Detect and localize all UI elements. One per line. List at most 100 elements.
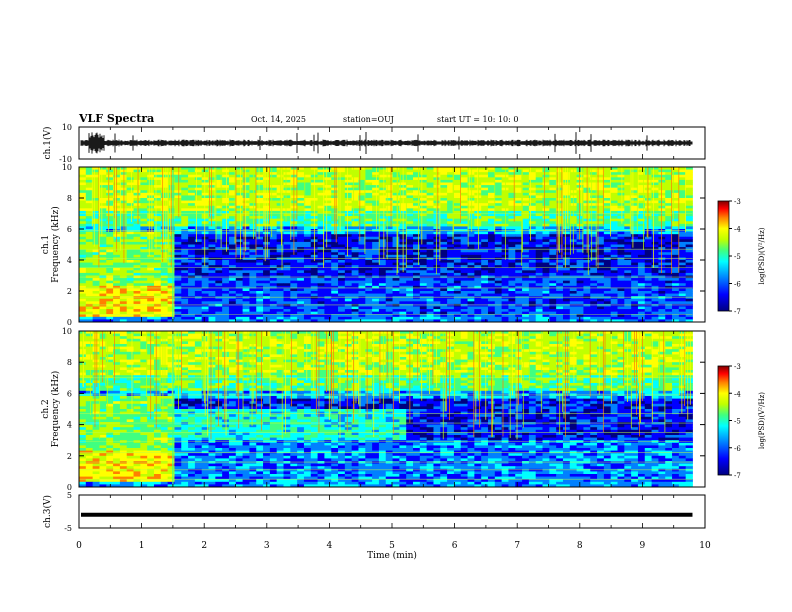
spectrogram-cell <box>113 301 121 305</box>
spectrogram-cell <box>419 198 428 201</box>
spectrogram-cell <box>481 280 489 284</box>
spectrogram-cell <box>147 205 155 209</box>
spectrogram-cell <box>590 216 598 220</box>
spectrogram-cell <box>508 267 516 271</box>
spectrogram-cell <box>228 187 237 191</box>
spectrogram-cell <box>528 169 537 173</box>
spectrogram-cell <box>603 192 612 196</box>
spectrogram-cell <box>685 192 693 196</box>
spectrogram-cell <box>562 231 571 235</box>
spectrogram-cell <box>576 241 584 245</box>
spectrogram-cell <box>181 208 189 212</box>
spectrogram-cell <box>147 226 155 230</box>
spectrogram-cell <box>624 203 632 207</box>
spectrogram-cell <box>215 257 223 261</box>
spectrogram-cell <box>92 174 100 178</box>
spectrogram-cell <box>474 265 482 269</box>
spectrogram-cell <box>338 208 346 212</box>
spectrogram-cell <box>644 278 652 282</box>
spectrogram-cell <box>256 195 264 199</box>
spectrogram-cell <box>508 306 516 310</box>
spectrogram-cell <box>365 280 373 284</box>
spectrogram-cell <box>637 306 646 310</box>
spectrogram-cell <box>487 306 496 310</box>
spectrogram-cell <box>678 298 687 302</box>
spectrogram-cell <box>603 296 612 300</box>
spectrogram-cell <box>297 298 305 302</box>
spectrogram-cell <box>283 231 291 235</box>
spectrogram-cell <box>399 280 407 284</box>
spectrogram-cell <box>126 244 134 248</box>
spectrogram-cell <box>440 247 448 251</box>
spectrogram-cell <box>597 200 605 204</box>
spectrogram-cell <box>481 226 489 230</box>
spectrogram-cell <box>385 296 393 300</box>
spectrogram-cell <box>474 249 482 253</box>
spectrogram-cell <box>569 291 578 294</box>
spectrogram-cell <box>413 296 421 300</box>
spectrogram-cell <box>672 231 680 235</box>
spectrogram-cell <box>433 241 441 245</box>
spectrogram-cell <box>324 210 332 214</box>
spectrogram-cell <box>215 182 223 186</box>
spectrogram-cell <box>562 247 571 251</box>
spectrogram-cell <box>140 298 148 302</box>
spectrogram-cell <box>228 301 237 305</box>
spectrogram-cell <box>467 198 475 201</box>
spectrogram-cell <box>651 221 659 225</box>
spectrogram-cell <box>317 247 325 251</box>
spectrogram-cell <box>344 203 353 207</box>
spectrogram-cell <box>194 303 203 307</box>
spectrogram-cell <box>297 169 305 173</box>
spectrogram-cell <box>494 172 503 176</box>
spectrogram-cell <box>617 249 625 253</box>
spectrogram-cell <box>651 301 659 305</box>
spectrogram-cell <box>92 296 100 300</box>
spectrogram-cell <box>351 254 359 258</box>
spectrogram-cell <box>392 262 400 266</box>
spectrogram-cell <box>119 200 128 204</box>
spectrogram-cell <box>242 216 250 220</box>
spectrogram-cell <box>140 241 148 245</box>
spectrogram-cell <box>413 203 421 207</box>
spectrogram-cell <box>358 247 366 251</box>
spectrogram-cell <box>153 285 162 289</box>
spectrogram-cell <box>174 296 182 300</box>
spectrogram-cell <box>263 303 271 307</box>
spectrogram-cell <box>603 272 612 276</box>
spectrogram-cell <box>515 283 523 287</box>
spectrogram-cell <box>160 272 169 276</box>
spectrogram-cell <box>562 192 571 196</box>
spectrogram-cell <box>99 221 107 225</box>
spectrogram-cell <box>79 272 87 276</box>
spectrogram-cell <box>535 283 543 287</box>
spectrogram-cell <box>222 288 230 292</box>
spectrogram-cell <box>460 213 468 217</box>
spectrogram-cell <box>242 241 250 245</box>
spectrogram-cell <box>637 285 646 289</box>
spectrogram-cell <box>392 296 400 300</box>
spectrogram-cell <box>317 293 325 297</box>
spectrogram-cell <box>467 283 475 287</box>
spectrogram-cell <box>249 301 257 305</box>
spectrogram-cell <box>658 216 666 220</box>
spectrogram-cell <box>140 270 148 274</box>
spectrogram-cell <box>631 260 639 263</box>
spectrogram-cell <box>467 208 475 212</box>
spectrogram-cell <box>119 236 128 240</box>
spectrogram-cell <box>685 234 693 238</box>
spectrogram-cell <box>188 218 196 222</box>
spectrogram-cell <box>392 236 400 240</box>
spectrogram-cell <box>413 179 421 183</box>
spectrogram-cell <box>126 234 134 238</box>
spectrogram-cell <box>358 231 366 235</box>
spectrogram-cell <box>242 169 250 173</box>
spectrogram-cell <box>249 298 257 302</box>
spectrogram-cell <box>631 244 639 248</box>
spectrogram-cell <box>637 190 646 194</box>
spectrogram-cell <box>406 182 414 186</box>
spectrogram-cell <box>392 265 400 269</box>
spectrogram-cell <box>372 210 380 214</box>
spectrogram-cell <box>501 303 509 307</box>
spectrogram-cell <box>276 234 284 238</box>
